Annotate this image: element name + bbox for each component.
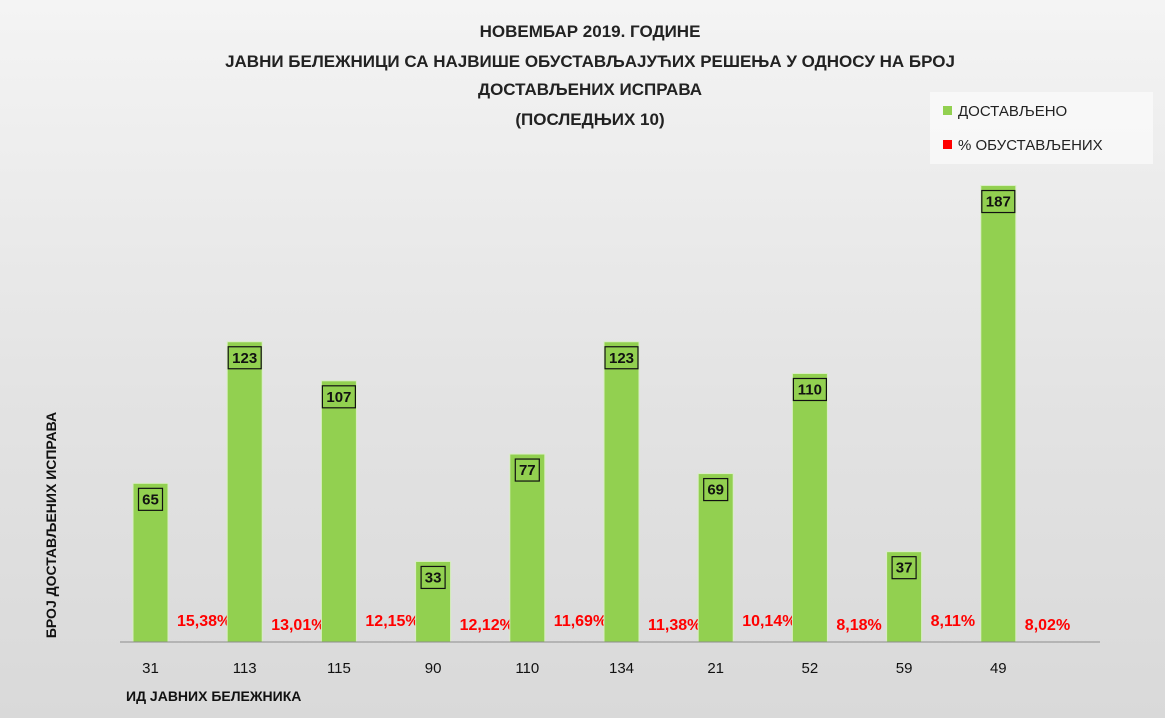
- data-label-box-52: [792, 377, 828, 402]
- x-tick-label-31: 31: [142, 660, 159, 677]
- data-label-suspended-pct-110: 11,69%: [554, 613, 607, 630]
- data-label-suspended-pct-59: 8,11%: [931, 613, 975, 630]
- data-label-box-115: [321, 385, 356, 409]
- x-tick-label-115: 115: [327, 660, 351, 677]
- data-label-delivered-115: 107: [326, 389, 351, 406]
- chart-title-line-1: НОВЕМБАР 2019. ГОДИНЕ: [480, 22, 701, 41]
- data-label-delivered-49: 187: [986, 194, 1011, 211]
- x-tick-label-49: 49: [990, 660, 1007, 677]
- bar-delivered-115: [320, 380, 357, 643]
- legend-label-delivered: ДОСТАВЉЕНО: [958, 103, 1067, 120]
- y-axis-title: БРОЈ ДОСТАВЉЕНИХ ИСПРАВА: [43, 412, 59, 638]
- data-label-suspended-pct-90: 12,12%: [460, 617, 514, 634]
- legend-background: [930, 92, 1153, 164]
- legend-swatch-suspended: [943, 140, 952, 149]
- data-label-suspended-pct-115: 12,15%: [365, 613, 419, 630]
- data-label-suspended-pct-134: 11,38%: [648, 617, 701, 634]
- x-tick-label-134: 134: [609, 660, 634, 677]
- data-label-box-31: [137, 487, 164, 511]
- data-label-delivered-59: 37: [896, 560, 913, 577]
- data-label-suspended-pct-49: 8,02%: [1025, 617, 1070, 634]
- data-label-delivered-21: 69: [707, 482, 724, 499]
- data-label-suspended-pct-31: 15,38%: [177, 613, 231, 630]
- bar-delivered-134: [603, 341, 640, 643]
- data-label-delivered-134: 123: [609, 350, 634, 367]
- chart-title-line-3: ДОСТАВЉЕНИХ ИСПРАВА: [478, 80, 702, 99]
- legend-label-suspended: % ОБУСТАВЉЕНИХ: [958, 137, 1103, 154]
- data-label-box-21: [703, 477, 729, 502]
- x-tick-label-52: 52: [802, 660, 819, 677]
- data-label-box-59: [891, 556, 917, 580]
- data-label-box-134: [604, 346, 639, 370]
- x-tick-label-21: 21: [707, 660, 724, 677]
- data-label-box-49: [981, 189, 1016, 214]
- chart-title-line-2: ЈАВНИ БЕЛЕЖНИЦИ СА НАЈВИШЕ ОБУСТАВЉАЈУЋИ…: [225, 52, 955, 71]
- x-tick-label-90: 90: [425, 660, 442, 677]
- x-axis-title: ИД ЈАВНИХ БЕЛЕЖНИКА: [126, 688, 301, 704]
- chart-title-line-4: (ПОСЛЕДЊИХ 10): [515, 110, 664, 129]
- legend-swatch-delivered: [943, 106, 952, 115]
- x-tick-label-110: 110: [515, 660, 539, 677]
- x-tick-label-59: 59: [896, 660, 913, 677]
- data-label-box-90: [420, 565, 446, 590]
- bar-delivered-21: [697, 473, 734, 643]
- data-label-delivered-110: 77: [519, 462, 536, 479]
- data-label-suspended-pct-113: 13,01%: [271, 617, 325, 634]
- data-label-box-113: [227, 346, 262, 370]
- bar-delivered-49: [980, 185, 1017, 643]
- data-label-suspended-pct-21: 10,14%: [742, 613, 796, 630]
- plot-area: 65 15,38% 31 123 13,01% 113 107 12,15% 115 33 12,1…: [132, 185, 1070, 677]
- legend: ДОСТАВЉЕНО % ОБУСТАВЉЕНИХ: [930, 92, 1153, 164]
- data-label-suspended-pct-52: 8,18%: [836, 617, 881, 634]
- data-label-delivered-52: 110: [798, 381, 822, 398]
- data-label-delivered-113: 123: [232, 350, 257, 367]
- bar-delivered-110: [509, 453, 546, 643]
- data-label-delivered-31: 65: [142, 491, 159, 508]
- bar-delivered-52: [791, 372, 828, 643]
- x-tick-label-113: 113: [233, 660, 257, 677]
- data-label-box-110: [514, 458, 540, 482]
- data-label-delivered-90: 33: [425, 569, 442, 586]
- chart-title: НОВЕМБАР 2019. ГОДИНЕ ЈАВНИ БЕЛЕЖНИЦИ СА…: [225, 22, 955, 129]
- bar-delivered-113: [226, 341, 263, 643]
